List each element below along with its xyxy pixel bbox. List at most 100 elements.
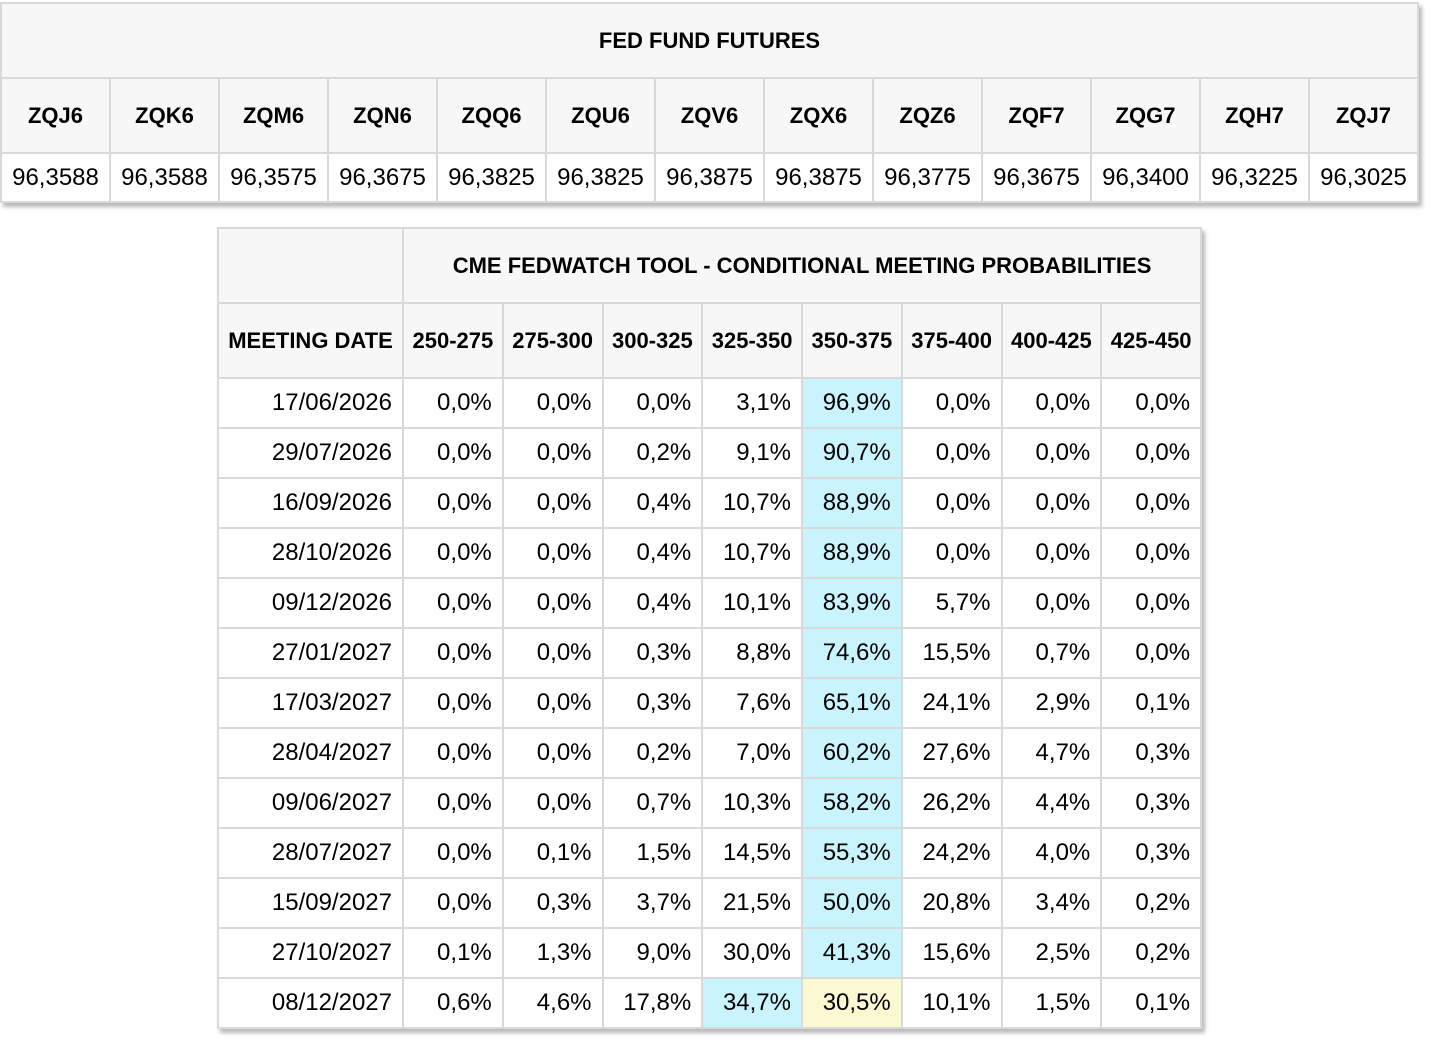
probability-cell: 0,0% xyxy=(1000,527,1103,579)
futures-price: 96,3025 xyxy=(1308,152,1419,203)
probability-cell: 20,8% xyxy=(900,877,1003,929)
table-row: 29/07/2026 0,0% 0,0% 0,2% 9,1% 90,7% 0,0% 0,0% 0… xyxy=(217,427,1203,479)
probability-cell: 96,9% xyxy=(801,377,903,429)
table-row: 17/06/2026 0,0% 0,0% 0,0% 3,1% 96,9% 0,0% 0,0% 0… xyxy=(217,377,1203,429)
probability-cell: 2,9% xyxy=(1000,677,1103,729)
probability-cell: 0,0% xyxy=(402,777,504,829)
probability-cell: 0,3% xyxy=(1100,777,1203,829)
probability-cell: 27,6% xyxy=(900,727,1003,779)
table-row: 17/03/2027 0,0% 0,0% 0,3% 7,6% 65,1% 24,1% 2,9%… xyxy=(217,677,1203,729)
meeting-date-cell: 27/10/2027 xyxy=(217,927,404,979)
probability-cell: 0,0% xyxy=(501,527,604,579)
fed-fund-futures-table: FED FUND FUTURES ZQJ6 ZQK6 ZQM6 ZQN6 ZQQ6 ZQU… xyxy=(0,2,1419,203)
futures-price: 96,3825 xyxy=(436,152,547,203)
probability-cell: 9,1% xyxy=(701,427,803,479)
futures-symbol: ZQN6 xyxy=(327,77,438,154)
futures-symbol: ZQV6 xyxy=(654,77,765,154)
probability-cell: 0,3% xyxy=(601,677,704,729)
table-row: 28/04/2027 0,0% 0,0% 0,2% 7,0% 60,2% 27,6% 4,7%… xyxy=(217,727,1203,779)
meeting-date-cell: 27/01/2027 xyxy=(217,627,404,679)
futures-title: FED FUND FUTURES xyxy=(0,2,1419,79)
blank-header-cell xyxy=(217,227,404,304)
table-row: 28/07/2027 0,0% 0,1% 1,5% 14,5% 55,3% 24,2% 4,0… xyxy=(217,827,1203,879)
futures-symbol: ZQH7 xyxy=(1199,77,1310,154)
probability-cell: 0,0% xyxy=(1100,577,1203,629)
probability-cell: 2,5% xyxy=(1000,927,1103,979)
table-row: 09/06/2027 0,0% 0,0% 0,7% 10,3% 58,2% 26,2% 4,4… xyxy=(217,777,1203,829)
futures-price: 96,3400 xyxy=(1090,152,1201,203)
probability-cell: 4,4% xyxy=(1000,777,1103,829)
probability-cell: 0,2% xyxy=(601,727,704,779)
futures-symbol: ZQM6 xyxy=(218,77,329,154)
probability-cell: 34,7% xyxy=(701,977,803,1029)
probability-cell: 90,7% xyxy=(801,427,903,479)
futures-symbol: ZQJ7 xyxy=(1308,77,1419,154)
probability-cell: 10,1% xyxy=(900,977,1003,1029)
probability-cell: 0,0% xyxy=(501,627,604,679)
prob-table-body: 17/06/2026 0,0% 0,0% 0,0% 3,1% 96,9% 0,0% 0,0% 0… xyxy=(217,377,1203,1029)
probability-cell: 0,0% xyxy=(900,527,1003,579)
probability-cell: 0,0% xyxy=(1100,527,1203,579)
probability-cell: 0,4% xyxy=(601,527,704,579)
probability-cell: 0,2% xyxy=(1100,927,1203,979)
probability-cell: 0,0% xyxy=(402,677,504,729)
probability-cell: 0,0% xyxy=(1100,477,1203,529)
probability-cell: 0,1% xyxy=(1100,977,1203,1029)
probability-cell: 83,9% xyxy=(801,577,903,629)
table-row: 27/01/2027 0,0% 0,0% 0,3% 8,8% 74,6% 15,5% 0,7%… xyxy=(217,627,1203,679)
probability-cell: 0,0% xyxy=(1100,377,1203,429)
futures-symbol: ZQK6 xyxy=(109,77,220,154)
probability-cell: 0,3% xyxy=(1100,727,1203,779)
probability-cell: 15,5% xyxy=(900,627,1003,679)
probability-cell: 55,3% xyxy=(801,827,903,879)
futures-price: 96,3825 xyxy=(545,152,656,203)
probability-cell: 0,0% xyxy=(501,727,604,779)
probability-cell: 14,5% xyxy=(701,827,803,879)
probability-cell: 0,7% xyxy=(1000,627,1103,679)
meeting-date-cell: 28/04/2027 xyxy=(217,727,404,779)
probability-cell: 0,3% xyxy=(501,877,604,929)
probability-cell: 3,4% xyxy=(1000,877,1103,929)
rate-range-header: 400-425 xyxy=(1000,302,1103,379)
probability-cell: 0,7% xyxy=(601,777,704,829)
probability-cell: 10,3% xyxy=(701,777,803,829)
futures-price: 96,3775 xyxy=(872,152,983,203)
probability-cell: 0,0% xyxy=(1100,427,1203,479)
probability-cell: 9,0% xyxy=(601,927,704,979)
futures-symbol: ZQU6 xyxy=(545,77,656,154)
probability-cell: 0,0% xyxy=(402,527,504,579)
table-row: 15/09/2027 0,0% 0,3% 3,7% 21,5% 50,0% 20,8% 3,4… xyxy=(217,877,1203,929)
probability-cell: 17,8% xyxy=(601,977,704,1029)
probability-cell: 0,0% xyxy=(501,477,604,529)
probability-cell: 0,0% xyxy=(601,377,704,429)
meeting-date-cell: 15/09/2027 xyxy=(217,877,404,929)
meeting-date-cell: 08/12/2027 xyxy=(217,977,404,1029)
probability-cell: 50,0% xyxy=(801,877,903,929)
futures-price: 96,3575 xyxy=(218,152,329,203)
probability-cell: 4,7% xyxy=(1000,727,1103,779)
rate-range-header: 275-300 xyxy=(501,302,604,379)
probability-cell: 26,2% xyxy=(900,777,1003,829)
probability-cell: 0,0% xyxy=(402,727,504,779)
probability-cell: 0,6% xyxy=(402,977,504,1029)
probability-cell: 65,1% xyxy=(801,677,903,729)
probability-cell: 7,6% xyxy=(701,677,803,729)
probability-cell: 0,0% xyxy=(402,877,504,929)
probability-cell: 0,0% xyxy=(501,427,604,479)
rate-range-header: 300-325 xyxy=(601,302,704,379)
prob-title-row: CME FEDWATCH TOOL - CONDITIONAL MEETING … xyxy=(217,227,1203,304)
probability-cell: 0,3% xyxy=(1100,827,1203,879)
probability-cell: 0,3% xyxy=(601,627,704,679)
probability-cell: 4,6% xyxy=(501,977,604,1029)
probability-cell: 60,2% xyxy=(801,727,903,779)
probability-cell: 30,0% xyxy=(701,927,803,979)
futures-symbol: ZQX6 xyxy=(763,77,874,154)
futures-price: 96,3225 xyxy=(1199,152,1310,203)
meeting-date-cell: 09/12/2026 xyxy=(217,577,404,629)
probability-cell: 10,1% xyxy=(701,577,803,629)
probability-cell: 0,1% xyxy=(501,827,604,879)
prob-title: CME FEDWATCH TOOL - CONDITIONAL MEETING … xyxy=(401,227,1203,304)
probability-cell: 88,9% xyxy=(801,477,903,529)
futures-price: 96,3675 xyxy=(327,152,438,203)
rate-range-header: 250-275 xyxy=(402,302,504,379)
